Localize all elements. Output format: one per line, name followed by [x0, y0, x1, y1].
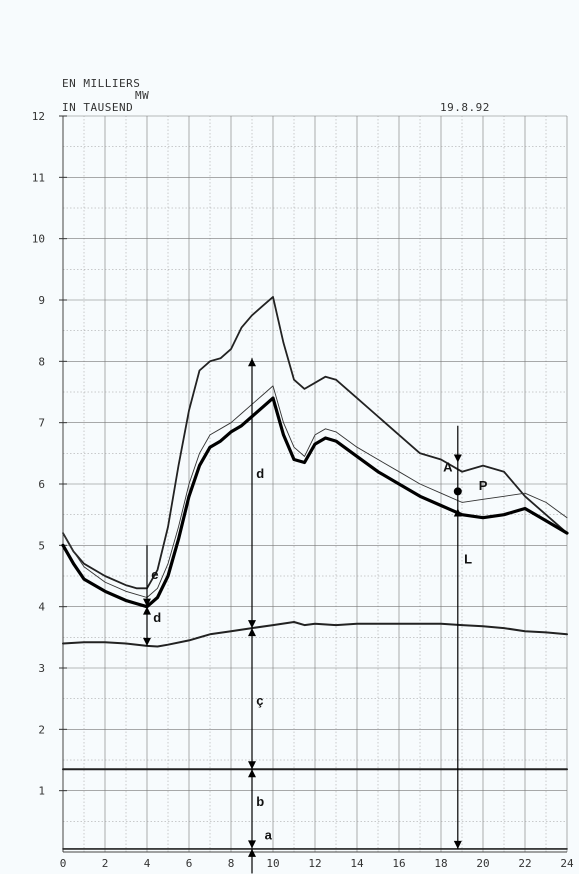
x-tick-label: 22 — [518, 857, 531, 870]
annotation-label: L — [464, 552, 472, 567]
x-tick-label: 12 — [308, 857, 321, 870]
arrow-head — [143, 598, 151, 607]
arrow-head — [453, 454, 462, 463]
x-tick-label: 24 — [560, 857, 574, 870]
x-tick-label: 0 — [60, 857, 67, 870]
y-tick-label: 3 — [38, 662, 45, 675]
arrow-head — [248, 628, 256, 637]
x-tick-label: 14 — [350, 857, 364, 870]
annotation-label: d — [153, 610, 161, 625]
unit-label-mw: MW — [135, 89, 150, 102]
y-tick-label: 12 — [32, 110, 45, 123]
annotation-label: b — [256, 794, 264, 809]
x-tick-label: 2 — [102, 857, 109, 870]
y-tick-label: 5 — [38, 539, 45, 552]
grid — [62, 115, 568, 853]
x-tick-label: 16 — [392, 857, 405, 870]
y-tick-label: 1 — [38, 785, 45, 798]
arrow-head — [248, 358, 256, 367]
series-line-thin-upper — [62, 295, 568, 590]
annotation-label: ç — [256, 693, 263, 708]
series-lines — [61, 295, 569, 850]
series-line-thin-middle — [62, 385, 568, 598]
y-tick-label: 10 — [32, 233, 45, 246]
annotation-label: P — [479, 478, 488, 493]
arrow-head — [248, 620, 256, 629]
arrow-head — [248, 840, 256, 849]
series-line-bold-lower — [61, 396, 569, 609]
arrow-head — [453, 840, 462, 849]
annotation-labels: e d d ç b a A P L — [151, 460, 488, 843]
arrow-head — [248, 848, 256, 857]
x-tick-label: 4 — [144, 857, 151, 870]
x-tick-label: 18 — [434, 857, 447, 870]
y-tick-label: 8 — [38, 355, 45, 368]
y-tick-label: 7 — [38, 417, 45, 430]
x-tick-label: 6 — [186, 857, 193, 870]
arrow-head — [143, 637, 151, 646]
y-tick-label: 11 — [32, 171, 45, 184]
y-tick-label: 9 — [38, 294, 45, 307]
x-tick-label: 20 — [476, 857, 489, 870]
chart-date: 19.8.92 — [440, 101, 490, 114]
arrow-head — [143, 606, 151, 615]
series-line-base — [62, 621, 568, 648]
annotation-label: d — [256, 466, 264, 481]
x-tick-label: 10 — [266, 857, 279, 870]
x-tick-label: 8 — [228, 857, 235, 870]
annotation-label: a — [265, 828, 273, 843]
arrow-head — [248, 769, 256, 778]
y-tick-label: 6 — [38, 478, 45, 491]
unit-label-french: EN MILLIERS — [62, 77, 141, 90]
arrow-head — [248, 761, 256, 770]
arrow-head — [453, 508, 462, 517]
annotation-label: A — [443, 460, 453, 475]
y-tick-label: 2 — [38, 723, 45, 736]
annotation-arrows — [143, 358, 462, 874]
point-P-marker — [453, 487, 462, 496]
y-tick-label: 4 — [38, 601, 45, 614]
unit-label-german: IN TAUSEND — [62, 101, 134, 114]
annotation-label: e — [151, 567, 158, 582]
